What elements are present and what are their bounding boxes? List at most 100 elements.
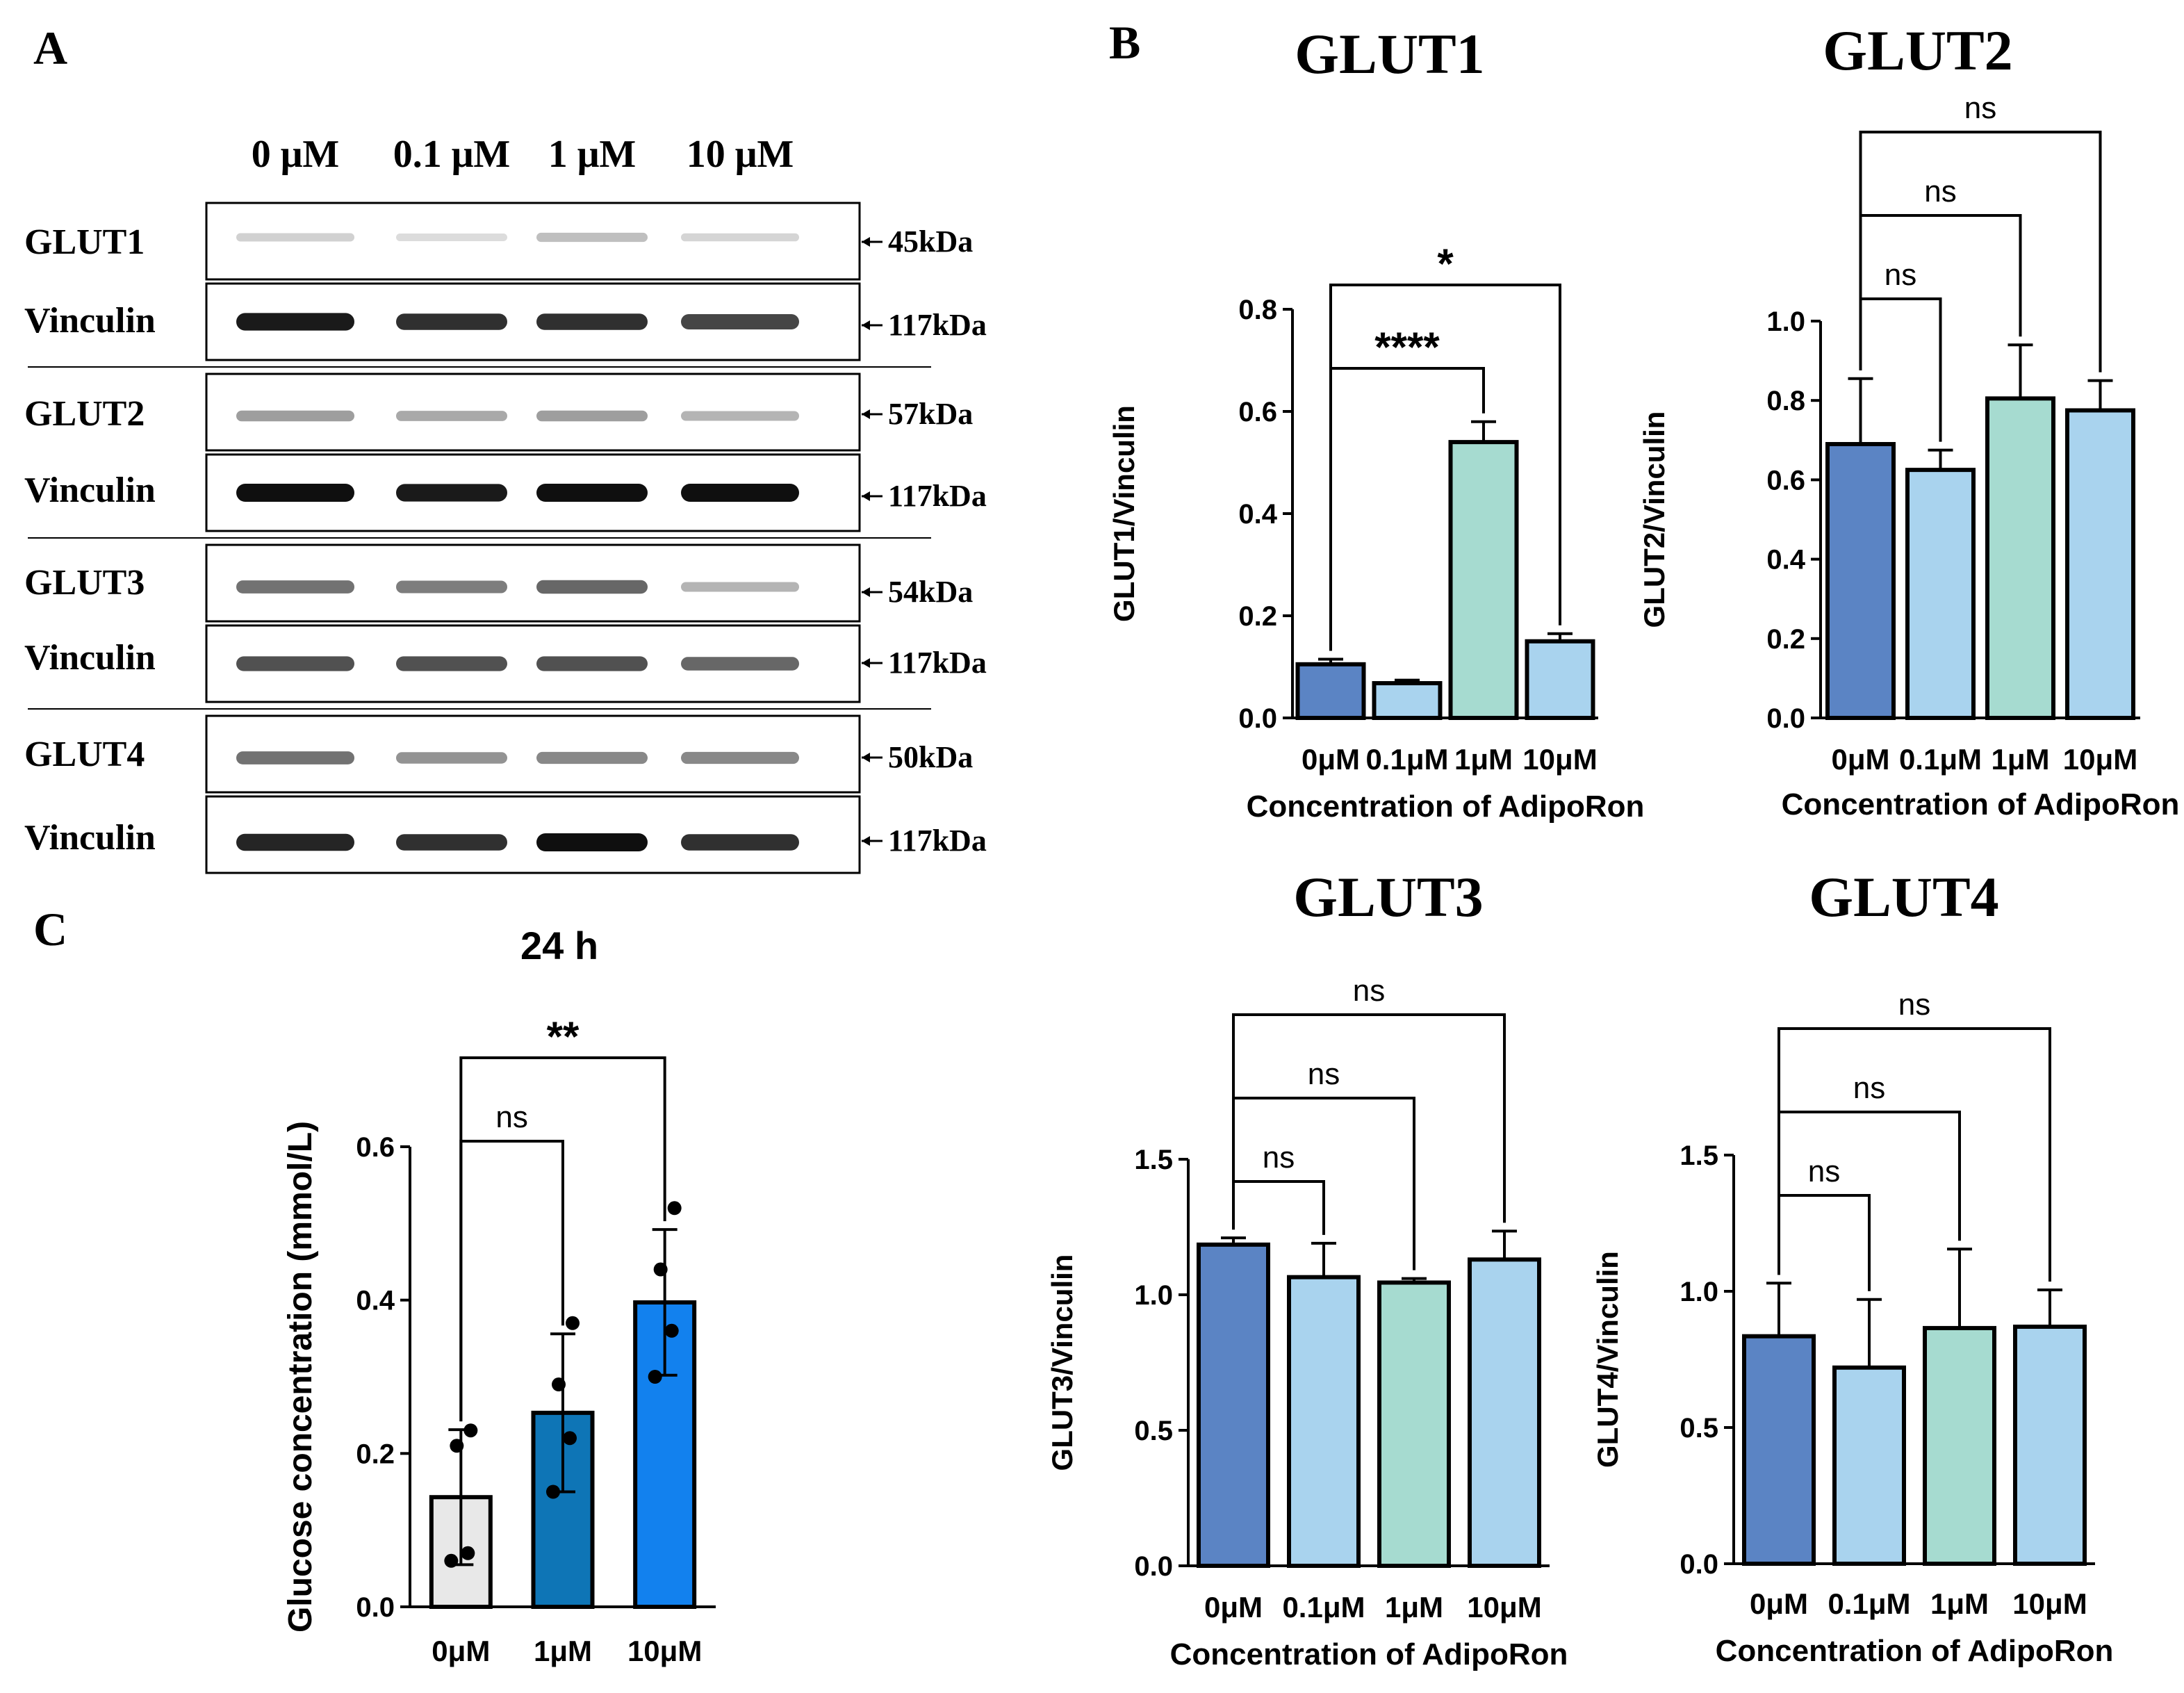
bar (1742, 1334, 1816, 1567)
y-tick-label: 0.6 (1766, 465, 1805, 496)
bar (1295, 662, 1366, 721)
bar (2065, 408, 2135, 720)
x-tick-label: 10μM (2012, 1587, 2087, 1620)
significance-label: ns (1353, 974, 1385, 1008)
kda-arrow-head (862, 753, 870, 762)
blot-band (236, 233, 354, 242)
blot-band (236, 313, 354, 331)
kda-arrow-head (862, 320, 870, 330)
blot-band (681, 411, 799, 421)
y-tick-label: 0.2 (1238, 601, 1277, 632)
blot-row-label: GLUT2 (24, 394, 145, 434)
x-tick-label: 0μM (1750, 1587, 1808, 1620)
y-tick-label: 0.0 (1134, 1551, 1173, 1582)
kda-label: 57kDa (888, 397, 973, 431)
y-tick-label: 1.0 (1680, 1277, 1718, 1307)
lane-label: 0 μM (252, 133, 340, 176)
data-point (653, 1262, 668, 1277)
significance-bracket (459, 1056, 666, 1422)
blot-band (396, 411, 507, 421)
x-tick-label: 10μM (1467, 1591, 1541, 1624)
kda-arrow-head (862, 836, 870, 846)
y-tick-label: 0.0 (356, 1592, 395, 1623)
blot-band (396, 656, 507, 671)
data-point (552, 1377, 566, 1392)
significance-bracket (1777, 1027, 2051, 1282)
significance-bracket (1329, 284, 1561, 651)
significance-bracket (1232, 1180, 1325, 1235)
x-tick-label: 0μM (1831, 743, 1889, 776)
blot-band (396, 834, 507, 851)
significance-bracket (1859, 297, 1942, 442)
y-tick-label: 0.5 (1680, 1413, 1718, 1443)
bar (1923, 1325, 1996, 1567)
x-tick-label: 0.1μM (1899, 743, 1982, 776)
chart-glut1: GLUT1 0.0 0.2 0.4 0.6 0.8 GLUT1/Vinculin 0μM 0.1… (1108, 22, 1644, 824)
blot-row-label: GLUT1 (24, 222, 145, 262)
significance-bracket (1777, 1194, 1871, 1291)
blot-band (236, 580, 354, 594)
x-tick-label: 10μM (627, 1635, 702, 1667)
kda-label: 54kDa (888, 575, 973, 609)
blot-band (681, 314, 799, 329)
western-blot: 0 μM 0.1 μM 1 μM 10 μM GLUT1 45kDa Vinculin 117… (24, 133, 987, 874)
x-tick-label: 1μM (534, 1635, 592, 1667)
bar (1377, 1280, 1451, 1568)
panel-label-c: C (33, 903, 67, 956)
panel-label-a: A (33, 22, 67, 74)
significance-label: ns (495, 1100, 527, 1134)
data-point (563, 1431, 577, 1446)
blot-band (396, 580, 507, 594)
y-axis-label: GLUT1/Vinculin (1108, 405, 1140, 622)
y-tick-label: 0.6 (1238, 397, 1277, 427)
x-tick-label: 0μM (1204, 1591, 1263, 1624)
x-axis-label: Concentration of AdipoRon (1247, 790, 1645, 824)
significance-bracket (1859, 131, 2102, 373)
chart-title: GLUT2 (1823, 19, 2012, 82)
blot-band (236, 833, 354, 851)
bar (1525, 639, 1595, 720)
data-point (461, 1546, 475, 1560)
kda-label: 117kDa (888, 479, 987, 513)
bar (1985, 396, 2055, 720)
bar (1832, 1365, 1906, 1566)
blot-band (536, 833, 648, 851)
bar (1825, 442, 1896, 720)
kda-label: 117kDa (888, 646, 987, 680)
y-tick-label: 0.0 (1680, 1549, 1718, 1580)
kda-label: 50kDa (888, 740, 973, 774)
kda-label: 117kDa (888, 308, 987, 342)
y-tick-label: 0.4 (1766, 545, 1805, 575)
blot-band (536, 313, 648, 330)
y-axis-label: GLUT4/Vinculin (1591, 1251, 1624, 1468)
blot-band (396, 313, 507, 330)
x-tick-label: 0μM (432, 1635, 490, 1667)
significance-label: ns (1808, 1154, 1840, 1188)
kda-arrow-head (862, 409, 870, 419)
x-tick-label: 0.1μM (1282, 1591, 1365, 1624)
blot-band (396, 233, 507, 242)
chart-title: 24 h (520, 924, 598, 967)
y-tick-label: 1.5 (1134, 1145, 1173, 1175)
kda-label: 117kDa (888, 824, 987, 858)
significance-label: ns (1924, 174, 1956, 208)
x-tick-label: 1μM (1385, 1591, 1443, 1624)
y-tick-label: 0.0 (1238, 703, 1277, 734)
blot-band (536, 484, 648, 502)
blot-row-label: Vinculin (24, 471, 156, 510)
x-tick-label: 0μM (1302, 743, 1360, 776)
significance-label: * (1437, 240, 1454, 287)
x-axis-label: Concentration of AdipoRon (1782, 787, 2180, 821)
kda-label: 45kDa (888, 224, 973, 259)
chart-title: GLUT3 (1293, 865, 1483, 929)
significance-label: **** (1374, 324, 1440, 370)
blot-row-label: Vinculin (24, 818, 156, 858)
blot-band (236, 484, 354, 502)
x-tick-label: 1μM (1991, 743, 2049, 776)
bar (1372, 681, 1443, 721)
lane-label: 0.1 μM (393, 133, 511, 176)
chart-glut2: GLUT2 0.0 0.2 0.4 0.6 0.8 1.0 GLUT2/Vinculin 0μM… (1638, 19, 2179, 821)
kda-arrow-head (862, 237, 870, 247)
chart-glut4: GLUT4 0.0 0.5 1.0 1.5 GLUT4/Vinculin 0μM 0.1μM 1… (1591, 865, 2113, 1668)
